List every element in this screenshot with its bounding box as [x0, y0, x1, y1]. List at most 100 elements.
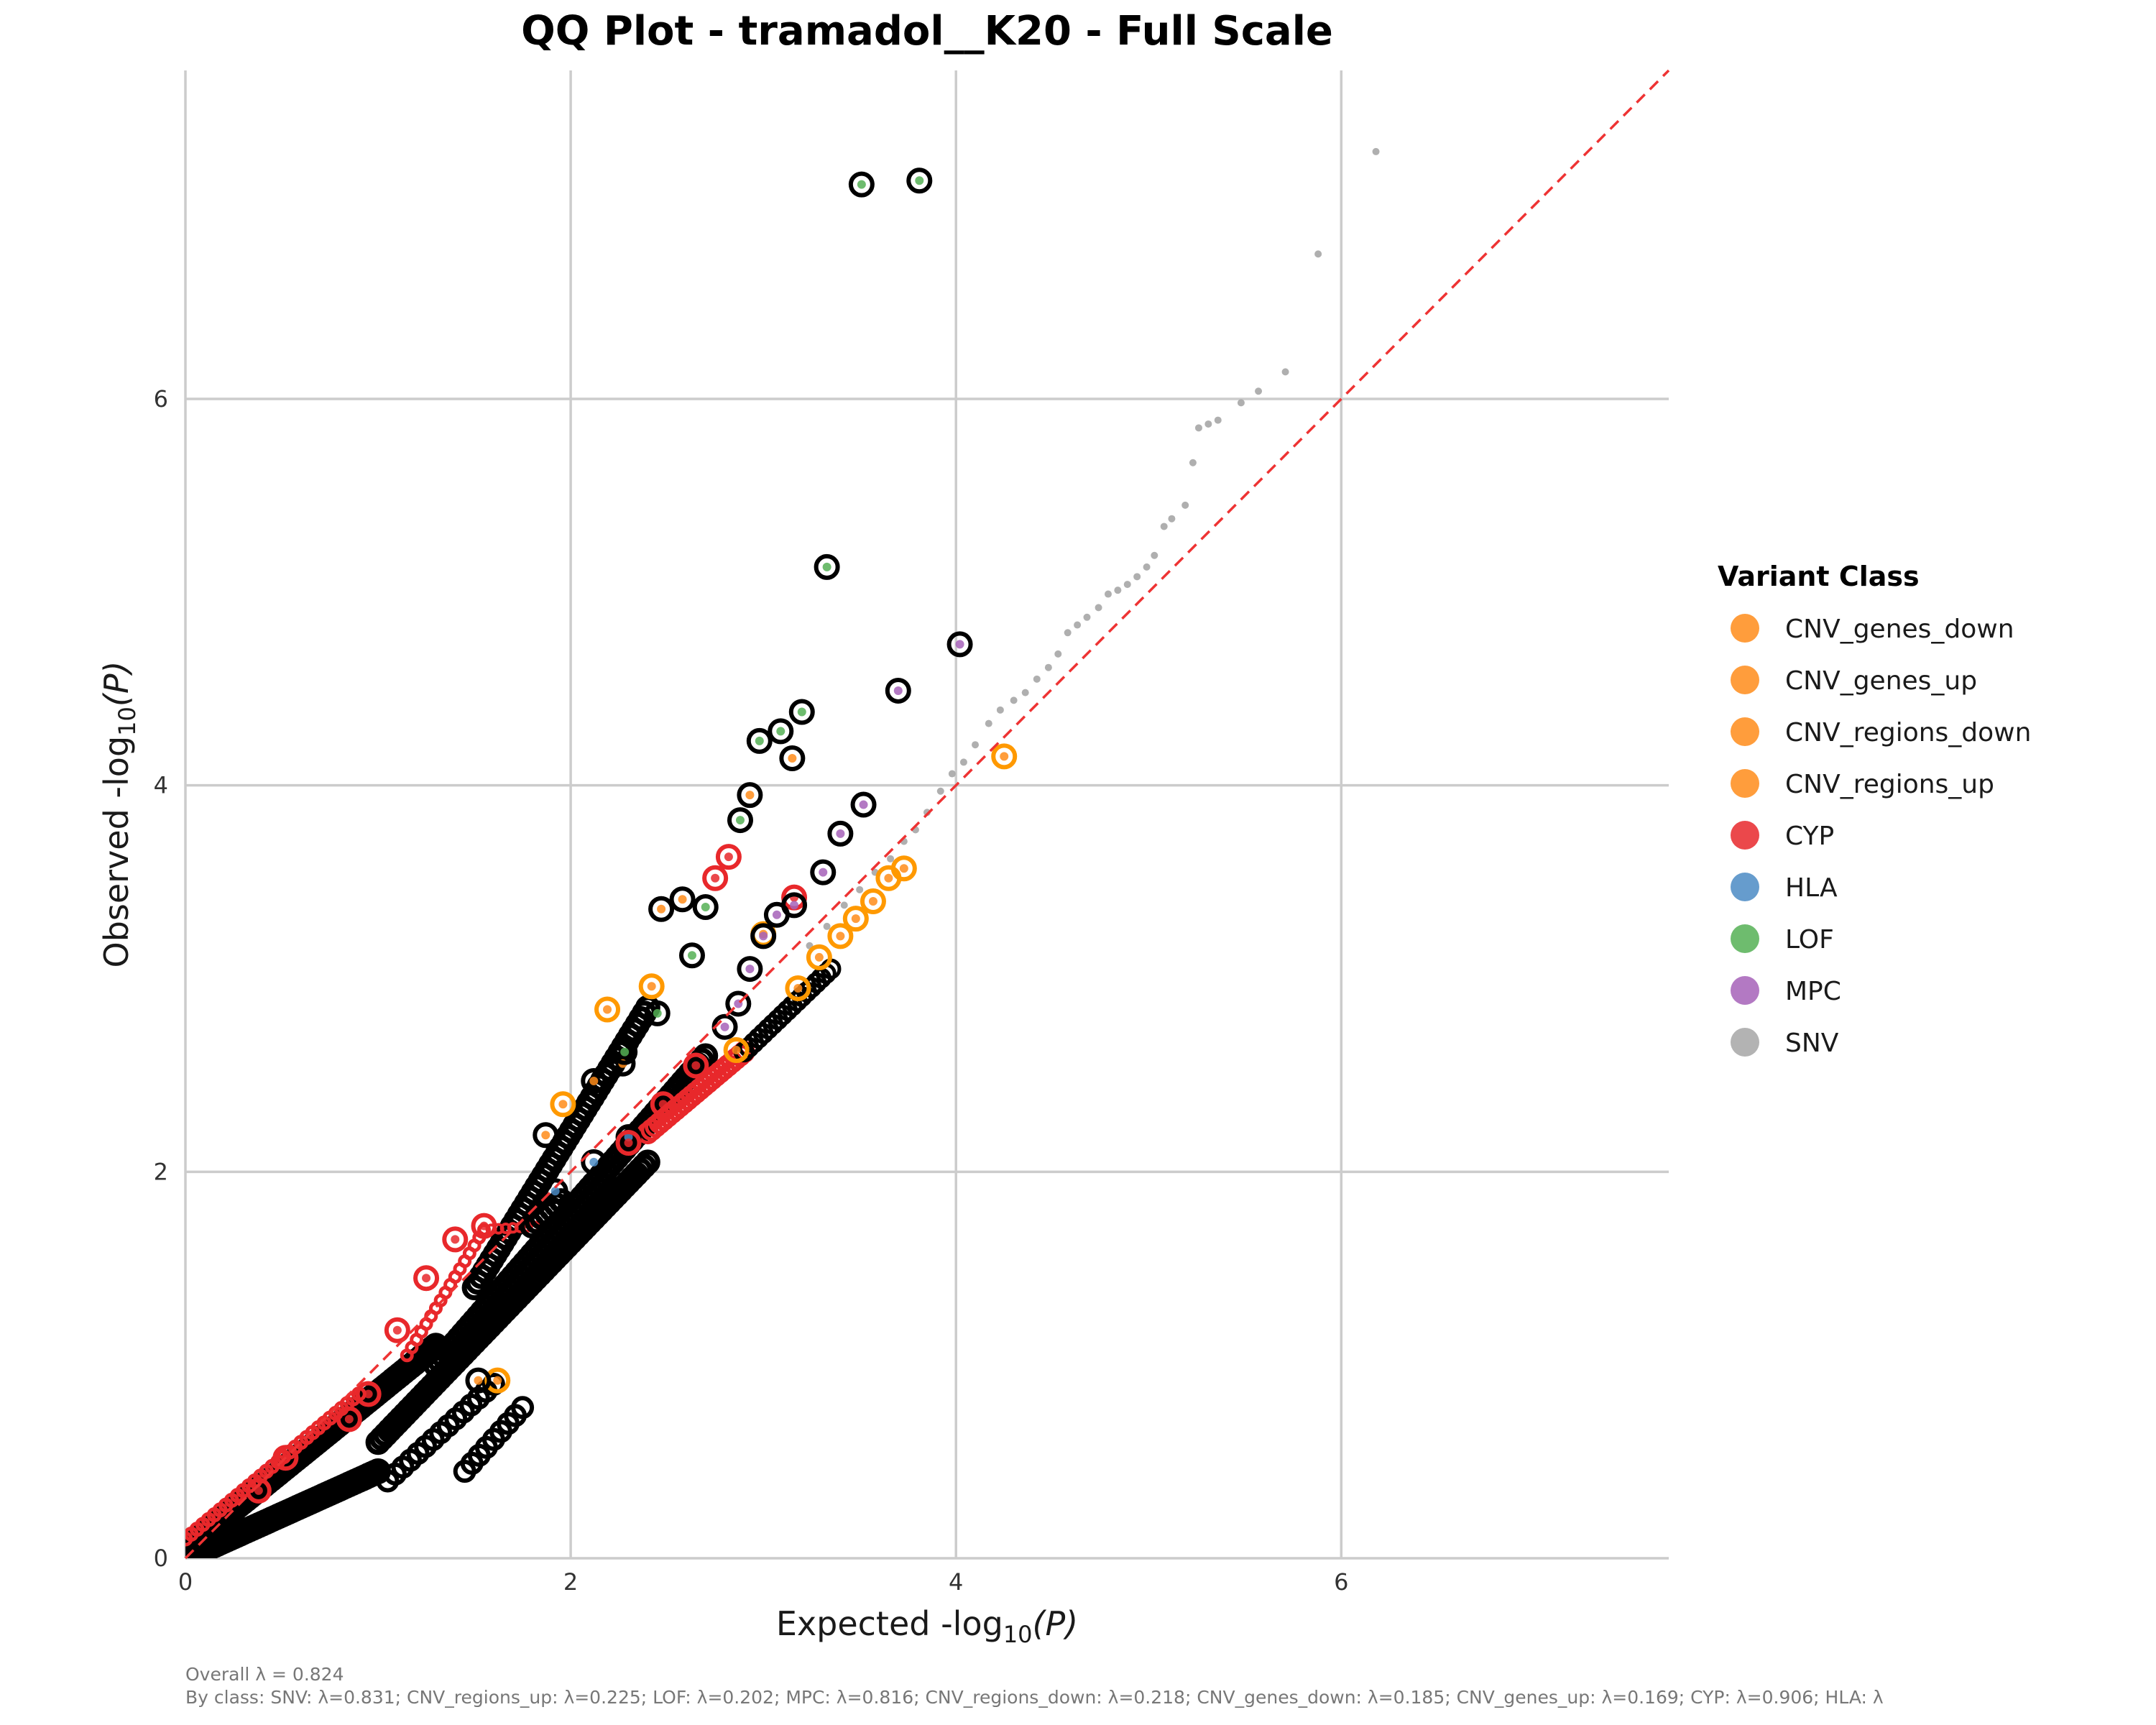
- series-snv: [806, 147, 1380, 949]
- data-point: [1255, 387, 1263, 395]
- point-ring: [723, 1036, 750, 1063]
- legend-label: CYP: [1785, 822, 1834, 851]
- data-point: [1054, 650, 1062, 658]
- x-tick-label: 2: [563, 1568, 578, 1596]
- x-tick-label: 4: [949, 1568, 963, 1596]
- point-ring: [484, 1367, 511, 1394]
- series-mpc: [711, 631, 973, 1040]
- data-point: [759, 932, 768, 941]
- point-ring: [702, 865, 729, 891]
- point-ring: [638, 973, 665, 1000]
- band-ring: [482, 1373, 505, 1397]
- data-point: [1000, 752, 1009, 761]
- data-point: [1143, 563, 1151, 571]
- legend-label: LOF: [1785, 925, 1834, 954]
- legend-label: CNV_genes_up: [1785, 666, 1977, 696]
- caption-class-lambdas: By class: SNV: λ=0.831; CNV_regions_up: …: [185, 1687, 1884, 1708]
- data-point: [589, 1157, 599, 1167]
- data-point: [1044, 663, 1052, 671]
- data-point: [1314, 250, 1322, 258]
- point-ring: [727, 807, 753, 834]
- point-ring: [442, 1226, 469, 1253]
- legend-label: SNV: [1785, 1029, 1839, 1058]
- data-point: [422, 1274, 431, 1283]
- point-ring: [245, 1477, 272, 1504]
- data-point: [1189, 459, 1197, 466]
- data-point: [868, 896, 877, 906]
- data-point: [344, 1414, 354, 1424]
- point-ring: [737, 956, 763, 983]
- point-ring: [581, 1149, 607, 1175]
- point-ring: [644, 1000, 671, 1026]
- point-ring: [827, 923, 854, 949]
- legend-entry-cnv-genes-up: CNV_genes_up: [1731, 666, 1977, 696]
- point-ring: [542, 1178, 568, 1205]
- data-point: [720, 1022, 729, 1031]
- point-ring: [615, 1130, 642, 1156]
- point-ring: [612, 1039, 638, 1065]
- y-axis-ticks: 0 2 4 6: [154, 385, 168, 1572]
- legend-swatch: [1731, 924, 1759, 953]
- band-ring: [631, 1153, 657, 1179]
- data-point: [859, 800, 868, 809]
- data-point: [1114, 586, 1122, 594]
- legend-label: CNV_genes_down: [1785, 615, 2014, 644]
- point-ring: [848, 171, 875, 198]
- point-ring: [746, 727, 773, 754]
- data-point: [735, 816, 745, 825]
- data-point: [1123, 581, 1131, 589]
- data-point: [1104, 590, 1112, 598]
- caption-overall-lambda: Overall λ = 0.824: [185, 1664, 344, 1685]
- data-point: [1160, 523, 1168, 530]
- legend-label: CNV_regions_up: [1785, 770, 1994, 799]
- legend-swatch: [1731, 614, 1759, 643]
- series-cnv-regions-up: [484, 743, 1018, 1394]
- point-ring: [860, 888, 886, 914]
- x-axis-ticks: 0 2 4 6: [178, 1568, 1349, 1596]
- point-ring: [715, 844, 742, 870]
- data-point: [776, 727, 786, 736]
- data-point: [1095, 604, 1102, 612]
- x-tick-label: 6: [1334, 1568, 1348, 1596]
- data-point: [658, 1100, 668, 1109]
- data-point: [724, 852, 733, 862]
- data-point: [678, 895, 687, 904]
- data-point: [1133, 573, 1141, 581]
- data-point: [1010, 696, 1018, 704]
- data-point: [745, 791, 755, 800]
- point-ring: [768, 718, 794, 745]
- series-lof: [612, 167, 933, 1065]
- legend-entry-mpc: MPC: [1731, 976, 1841, 1006]
- data-point: [701, 903, 710, 912]
- point-ring: [827, 820, 854, 847]
- data-point: [797, 707, 806, 717]
- data-point: [793, 983, 803, 993]
- point-ring: [581, 1067, 607, 1094]
- data-point: [451, 1235, 460, 1244]
- data-point: [1168, 515, 1176, 523]
- data-point: [1204, 420, 1212, 428]
- data-point: [392, 1325, 402, 1335]
- data-point: [899, 864, 908, 873]
- legend-entry-lof: LOF: [1731, 924, 1834, 954]
- reference-line: [184, 69, 1670, 1560]
- data-point: [541, 1131, 550, 1140]
- point-ring: [669, 886, 696, 913]
- legend-swatch: [1731, 666, 1759, 694]
- data-point: [647, 982, 656, 991]
- data-point: [887, 855, 895, 862]
- legend-swatch: [1731, 873, 1759, 901]
- point-ring: [785, 975, 811, 1001]
- y-axis-title: Observed -log10(P): [97, 661, 141, 967]
- point-ring: [648, 896, 675, 922]
- point-ring: [725, 990, 752, 1017]
- point-ring: [885, 677, 911, 704]
- data-point: [1281, 368, 1289, 376]
- data-point: [657, 904, 666, 914]
- point-ring: [355, 1381, 382, 1407]
- data-point: [840, 901, 848, 909]
- point-ring: [991, 743, 1018, 770]
- legend-title: Variant Class: [1718, 561, 1920, 592]
- data-point: [1214, 416, 1222, 424]
